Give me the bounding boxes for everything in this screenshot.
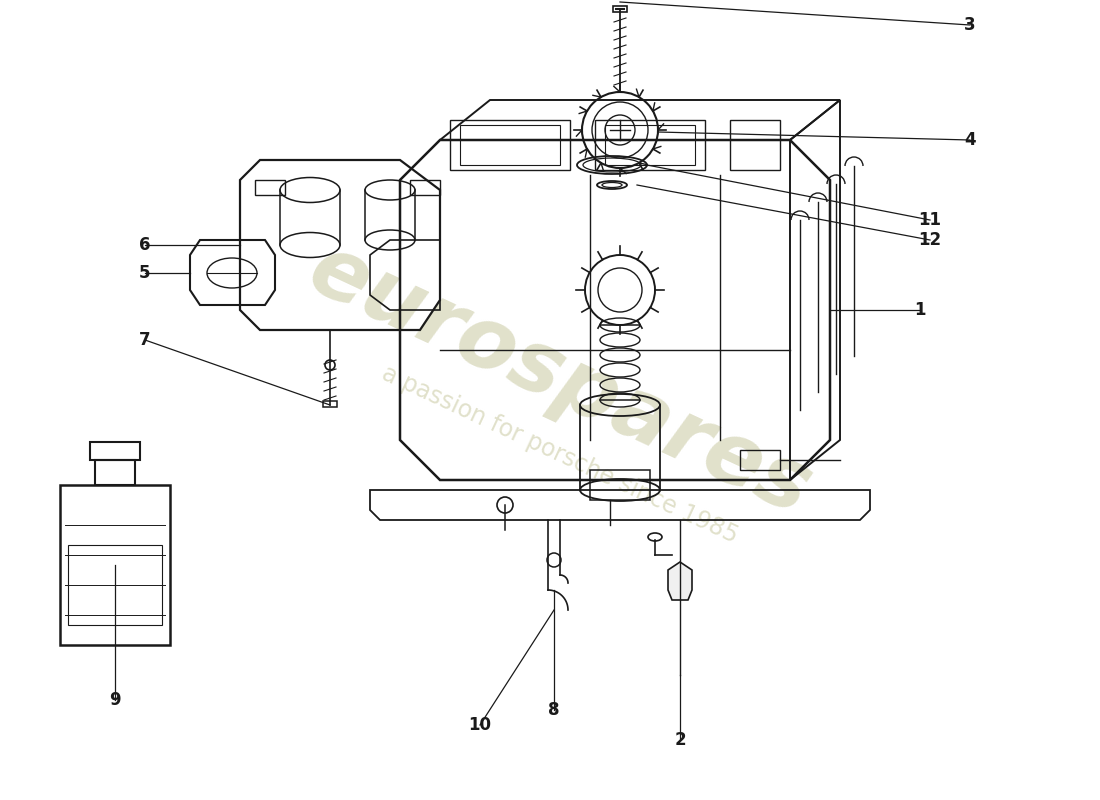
Text: 4: 4	[965, 131, 976, 149]
Text: 1: 1	[914, 301, 926, 319]
Text: 12: 12	[918, 231, 942, 249]
Text: a passion for porsche since 1985: a passion for porsche since 1985	[378, 362, 741, 548]
Bar	[740, 450, 780, 470]
Text: 7: 7	[140, 331, 151, 349]
Bar	[595, 120, 705, 170]
Bar	[590, 470, 650, 500]
Bar	[68, 545, 162, 625]
Bar	[450, 120, 570, 170]
Bar	[730, 120, 780, 170]
Text: 9: 9	[109, 691, 121, 709]
Bar	[605, 125, 695, 165]
Text: eurospares: eurospares	[296, 227, 824, 533]
Bar	[60, 485, 170, 645]
Text: 2: 2	[674, 731, 685, 749]
Text: 11: 11	[918, 211, 942, 229]
Text: 5: 5	[140, 264, 151, 282]
Bar	[323, 401, 337, 407]
Text: 8: 8	[548, 701, 560, 719]
Bar	[613, 6, 627, 12]
Polygon shape	[668, 562, 692, 600]
Text: 3: 3	[965, 16, 976, 34]
Bar	[255, 180, 285, 195]
Bar	[95, 460, 135, 485]
Bar	[460, 125, 560, 165]
Text: 10: 10	[469, 716, 492, 734]
Bar	[410, 180, 440, 195]
Text: 6: 6	[140, 236, 151, 254]
Bar	[90, 442, 140, 460]
